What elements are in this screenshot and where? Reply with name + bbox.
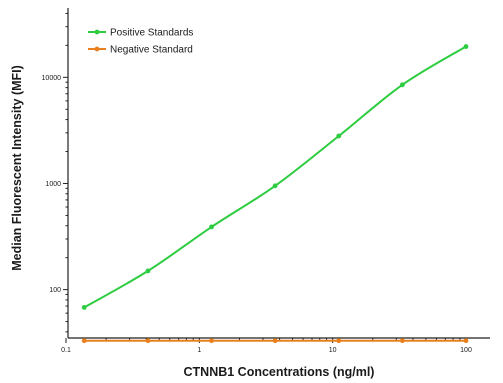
legend-label-negative: Negative Standard xyxy=(110,45,193,56)
series-negative-standard xyxy=(81,338,469,344)
x-tick-label: 0.1 xyxy=(61,347,71,354)
y-tick-label: 10000 xyxy=(42,75,62,82)
data-point xyxy=(336,133,342,139)
data-point xyxy=(463,44,469,49)
legend-label-positive: Positive Standards xyxy=(110,28,193,39)
data-point xyxy=(209,224,214,230)
data-point xyxy=(145,338,151,344)
x-axis-title: CTNNB1 Concentrations (ng/ml) xyxy=(184,365,375,379)
x-tick-label: 10 xyxy=(329,347,337,354)
data-point xyxy=(81,338,87,344)
data-point xyxy=(272,338,278,344)
data-point xyxy=(81,304,87,310)
data-point xyxy=(399,338,405,344)
data-point xyxy=(209,338,214,344)
y-axis-title: Median Fluorescent Intensity (MFI) xyxy=(10,65,24,271)
y-ticks: 100 1000 10000 xyxy=(42,12,68,333)
data-point xyxy=(399,82,405,88)
series-layer xyxy=(81,44,469,344)
legend-item-negative: Negative Standard xyxy=(88,45,193,56)
x-tick-label: 1 xyxy=(197,347,201,354)
legend-item-positive: Positive Standards xyxy=(88,28,193,39)
legend: Positive Standards Negative Standard xyxy=(88,28,193,56)
data-point xyxy=(272,183,278,189)
legend-marker-negative xyxy=(94,46,100,52)
x-tick-label: 100 xyxy=(460,347,472,354)
y-tick-label: 100 xyxy=(49,287,61,294)
legend-marker-positive xyxy=(94,29,100,35)
y-tick-label: 1000 xyxy=(45,181,61,188)
series-positive-standards xyxy=(81,44,469,310)
series-line xyxy=(83,45,467,309)
data-point xyxy=(336,338,342,344)
axes xyxy=(67,8,490,339)
data-point xyxy=(463,338,469,344)
data-point xyxy=(145,268,151,274)
